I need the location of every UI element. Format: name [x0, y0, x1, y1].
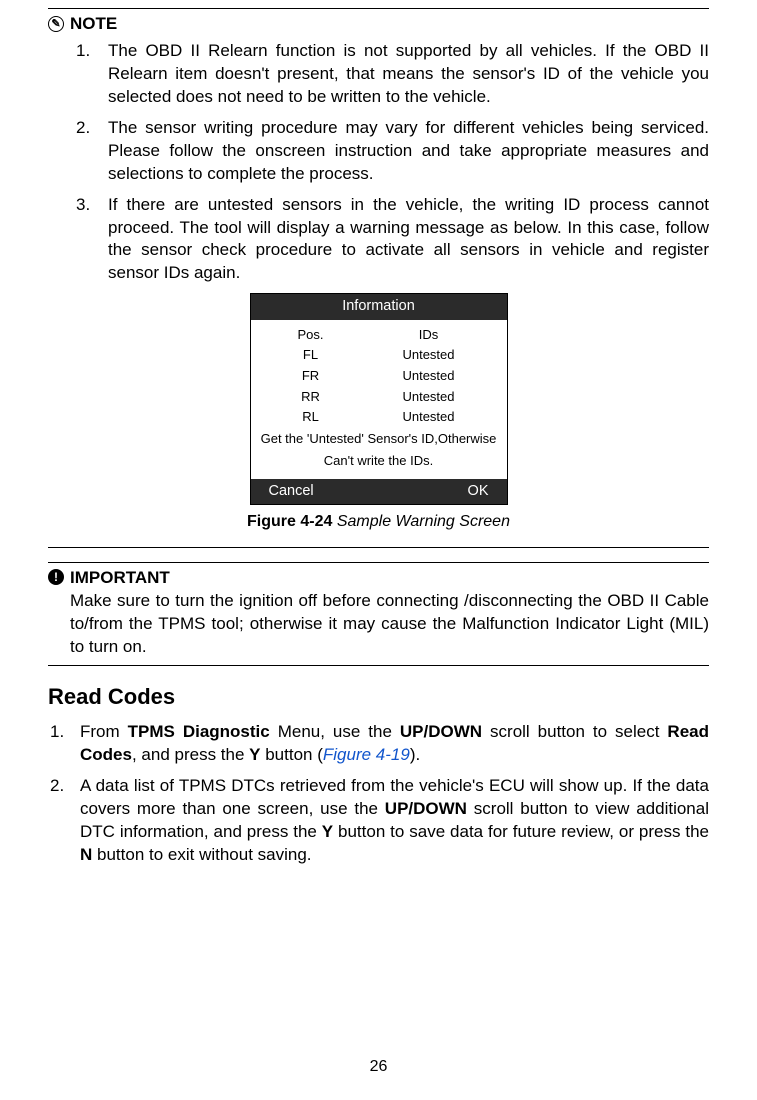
procedure-item: 2. A data list of TPMS DTCs retrieved fr… [48, 775, 709, 867]
note-box: ✎ NOTE 1. The OBD II Relearn function is… [48, 8, 709, 548]
cell-pos: FR [261, 367, 361, 385]
bold-text: Y [322, 822, 333, 841]
text: scroll button to select [482, 722, 667, 741]
dialog-body: Pos. IDs FL Untested FR Untested RR Unte… [251, 320, 507, 479]
dialog-title: Information [251, 294, 507, 320]
table-row: FR Untested [261, 367, 497, 385]
bold-text: UP/DOWN [400, 722, 482, 741]
list-number: 3. [76, 194, 108, 286]
list-number: 2. [48, 775, 80, 867]
figure-caption: Figure 4-24 Sample Warning Screen [48, 511, 709, 533]
col-ids-header: IDs [361, 326, 497, 344]
important-text: Make sure to turn the ignition off befor… [70, 590, 709, 659]
col-pos-header: Pos. [261, 326, 361, 344]
note-item-text: If there are untested sensors in the veh… [108, 194, 709, 286]
text: Menu, use the [270, 722, 400, 741]
cell-pos: RL [261, 408, 361, 426]
text: button to exit without saving. [92, 845, 311, 864]
procedure-text: From TPMS Diagnostic Menu, use the UP/DO… [80, 721, 709, 767]
bold-text: Y [249, 745, 260, 764]
bold-text: UP/DOWN [385, 799, 467, 818]
section-heading: Read Codes [48, 682, 709, 712]
table-row: RR Untested [261, 388, 497, 406]
list-number: 2. [76, 117, 108, 186]
important-icon: ! [48, 569, 64, 585]
text: , and press the [132, 745, 249, 764]
note-item-text: The OBD II Relearn function is not suppo… [108, 40, 709, 109]
note-item: 1. The OBD II Relearn function is not su… [76, 40, 709, 109]
bold-text: N [80, 845, 92, 864]
text: button ( [261, 745, 323, 764]
note-header: ✎ NOTE [48, 13, 709, 36]
note-item: 2. The sensor writing procedure may vary… [76, 117, 709, 186]
figure-wrap: Information Pos. IDs FL Untested FR Unte… [48, 293, 709, 533]
list-number: 1. [48, 721, 80, 767]
information-dialog: Information Pos. IDs FL Untested FR Unte… [250, 293, 508, 505]
cell-id: Untested [361, 346, 497, 364]
text: ). [410, 745, 420, 764]
important-header: ! IMPORTANT Make sure to turn the igniti… [48, 567, 709, 659]
cell-pos: RR [261, 388, 361, 406]
text: button to save data for future review, o… [333, 822, 709, 841]
caption-title: Sample Warning Screen [337, 513, 510, 530]
cell-id: Untested [361, 388, 497, 406]
note-icon: ✎ [48, 16, 64, 32]
table-row: FL Untested [261, 346, 497, 364]
cell-pos: FL [261, 346, 361, 364]
note-title: NOTE [70, 13, 117, 36]
bold-text: TPMS Diagnostic [128, 722, 270, 741]
dialog-message-line: Get the 'Untested' Sensor's ID,Otherwise [261, 429, 497, 449]
important-content: IMPORTANT Make sure to turn the ignition… [70, 567, 709, 659]
cancel-button[interactable]: Cancel [269, 482, 314, 502]
procedure-text: A data list of TPMS DTCs retrieved from … [80, 775, 709, 867]
figure-reference-link[interactable]: Figure 4-19 [323, 745, 410, 764]
page-number: 26 [0, 1056, 757, 1078]
caption-label: Figure 4-24 [247, 513, 332, 530]
important-title: IMPORTANT [70, 567, 709, 590]
important-box: ! IMPORTANT Make sure to turn the igniti… [48, 562, 709, 666]
note-list: 1. The OBD II Relearn function is not su… [48, 40, 709, 285]
dialog-message-line: Can't write the IDs. [261, 451, 497, 471]
procedure-list: 1. From TPMS Diagnostic Menu, use the UP… [48, 721, 709, 867]
note-item: 3. If there are untested sensors in the … [76, 194, 709, 286]
cell-id: Untested [361, 408, 497, 426]
table-row: RL Untested [261, 408, 497, 426]
ok-button[interactable]: OK [468, 482, 489, 502]
list-number: 1. [76, 40, 108, 109]
procedure-item: 1. From TPMS Diagnostic Menu, use the UP… [48, 721, 709, 767]
table-header-row: Pos. IDs [261, 326, 497, 344]
cell-id: Untested [361, 367, 497, 385]
text: From [80, 722, 128, 741]
dialog-footer: Cancel OK [251, 479, 507, 505]
note-item-text: The sensor writing procedure may vary fo… [108, 117, 709, 186]
